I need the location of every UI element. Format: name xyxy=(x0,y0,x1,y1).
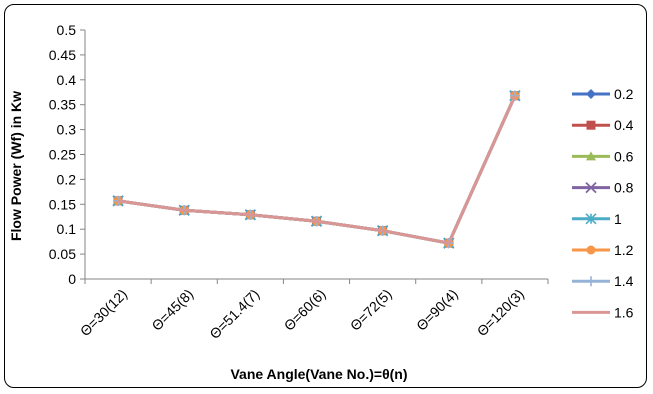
y-tick-label: 0.4 xyxy=(57,72,77,88)
legend-item: 1 xyxy=(572,211,622,227)
legend-label: 0.4 xyxy=(614,117,634,133)
x-tick-label: Θ=120(3) xyxy=(474,286,527,339)
y-tick-label: 0.1 xyxy=(57,221,77,237)
legend-label: 1.4 xyxy=(614,273,634,289)
legend-item: 1.4 xyxy=(572,273,634,289)
x-tick-label: Θ=60(6) xyxy=(281,286,329,334)
legend-item: 0.8 xyxy=(572,180,634,196)
legend-label: 0.2 xyxy=(614,86,634,102)
legend-item: 1.6 xyxy=(572,304,634,320)
series-1.4 xyxy=(113,90,520,249)
y-tick-label: 0.2 xyxy=(57,171,77,187)
y-tick-label: 0.05 xyxy=(49,246,76,262)
legend-item: 0.4 xyxy=(572,117,634,133)
y-tick-label: 0.5 xyxy=(57,22,77,38)
y-tick-label: 0.45 xyxy=(49,47,76,63)
legend-label: 1 xyxy=(614,211,622,227)
x-tick-label: Θ=90(4) xyxy=(413,286,461,334)
legend-label: 1.2 xyxy=(614,242,634,258)
legend-item: 1.2 xyxy=(572,242,634,258)
legend-label: 1.6 xyxy=(614,304,634,320)
y-tick-label: 0.25 xyxy=(49,147,76,163)
legend: 0.2 0.4 0.6 0.8 1 1.2 1.4 1.6 xyxy=(572,86,634,320)
legend-marker xyxy=(586,151,596,161)
y-tick-label: 0.15 xyxy=(49,196,76,212)
x-tick-label: Θ=51.4(7) xyxy=(206,286,262,342)
y-tick-label: 0.35 xyxy=(49,97,76,113)
y-axis-title: Flow Power (Wf) in Kw xyxy=(8,91,24,241)
legend-label: 0.6 xyxy=(614,148,634,164)
y-tick-label: 0 xyxy=(68,271,76,287)
x-tick-label: Θ=30(12) xyxy=(77,286,130,339)
y-tick-label: 0.3 xyxy=(57,122,77,138)
legend-marker xyxy=(586,120,596,130)
x-tick-label: Θ=72(5) xyxy=(347,286,395,334)
series-layer xyxy=(112,90,521,249)
series-line xyxy=(117,95,517,245)
chart-frame xyxy=(4,4,647,388)
legend-marker xyxy=(585,181,597,194)
x-axis: Θ=30(12) Θ=45(8) Θ=51.4(7) Θ=60(6) Θ=72(5) Θ=… xyxy=(77,278,549,342)
legend-item: 0.2 xyxy=(572,86,634,102)
legend-marker xyxy=(586,276,596,287)
legend-marker xyxy=(586,245,596,255)
series-1.6 xyxy=(117,95,517,245)
legend-item: 0.6 xyxy=(572,148,634,164)
x-axis-title: Vane Angle(Vane No.)=θ(n) xyxy=(230,366,407,382)
legend-label: 0.8 xyxy=(614,180,634,196)
y-axis: 0 0.05 0.1 0.15 0.2 0.25 0.3 0.35 0.4 0.45 0.5 xyxy=(49,22,86,287)
legend-marker xyxy=(585,213,597,225)
legend-marker xyxy=(586,89,596,99)
x-tick-label: Θ=45(8) xyxy=(148,286,196,334)
